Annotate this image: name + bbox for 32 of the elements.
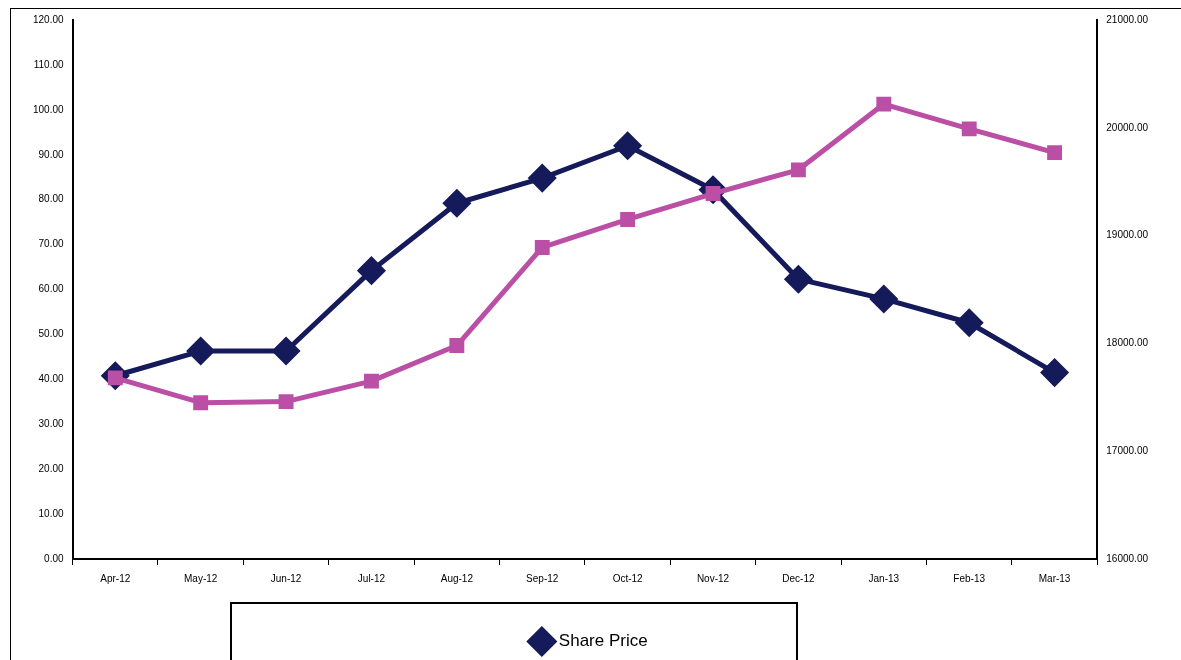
y2-tick-label: 21000.00 [1106, 13, 1149, 25]
y2-tick-label: 20000.00 [1106, 121, 1149, 133]
y-tick-label: 50.00 [38, 328, 65, 340]
x-tick-label: May-12 [183, 572, 218, 584]
y-tick-label: 40.00 [38, 373, 65, 385]
y-tick-label: 90.00 [38, 148, 65, 160]
y-tick-label: 30.00 [38, 418, 65, 429]
x-tick-label: Feb-13 [953, 572, 986, 584]
y-tick-label: 70.00 [38, 238, 65, 250]
x-tick-label: Mar-13 [1038, 572, 1071, 584]
y2-tick-label: 18000.00 [1106, 337, 1149, 349]
legend-label: Share Price [558, 631, 648, 651]
x-tick-label: Oct-12 [612, 572, 644, 584]
x-tick-label: Nov-12 [696, 572, 730, 584]
y-tick-label: 110.00 [33, 58, 65, 70]
y2-tick-label: 16000.00 [1106, 552, 1149, 564]
x-tick-label: Sep-12 [526, 572, 559, 584]
x-tick-label: Dec-12 [782, 572, 815, 584]
y-tick-label: 20.00 [38, 462, 65, 474]
y-tick-label: 60.00 [38, 283, 65, 295]
y-tick-label: 0.00 [44, 552, 65, 564]
y-tick-label: 80.00 [38, 193, 65, 205]
y-tick-label: 10.00 [38, 507, 65, 519]
x-tick-label: Apr-12 [100, 572, 131, 584]
y-tick-label: 120.00 [32, 13, 65, 25]
y2-tick-label: 17000.00 [1106, 444, 1149, 456]
x-tick-label: Jun-12 [270, 572, 302, 584]
x-tick-label: Jan-13 [868, 572, 900, 584]
x-tick-label: Jul-12 [357, 572, 386, 584]
x-tick-label: Aug-12 [440, 572, 474, 584]
y2-tick-label: 19000.00 [1106, 229, 1149, 241]
y-tick-label: 100.00 [32, 103, 65, 115]
